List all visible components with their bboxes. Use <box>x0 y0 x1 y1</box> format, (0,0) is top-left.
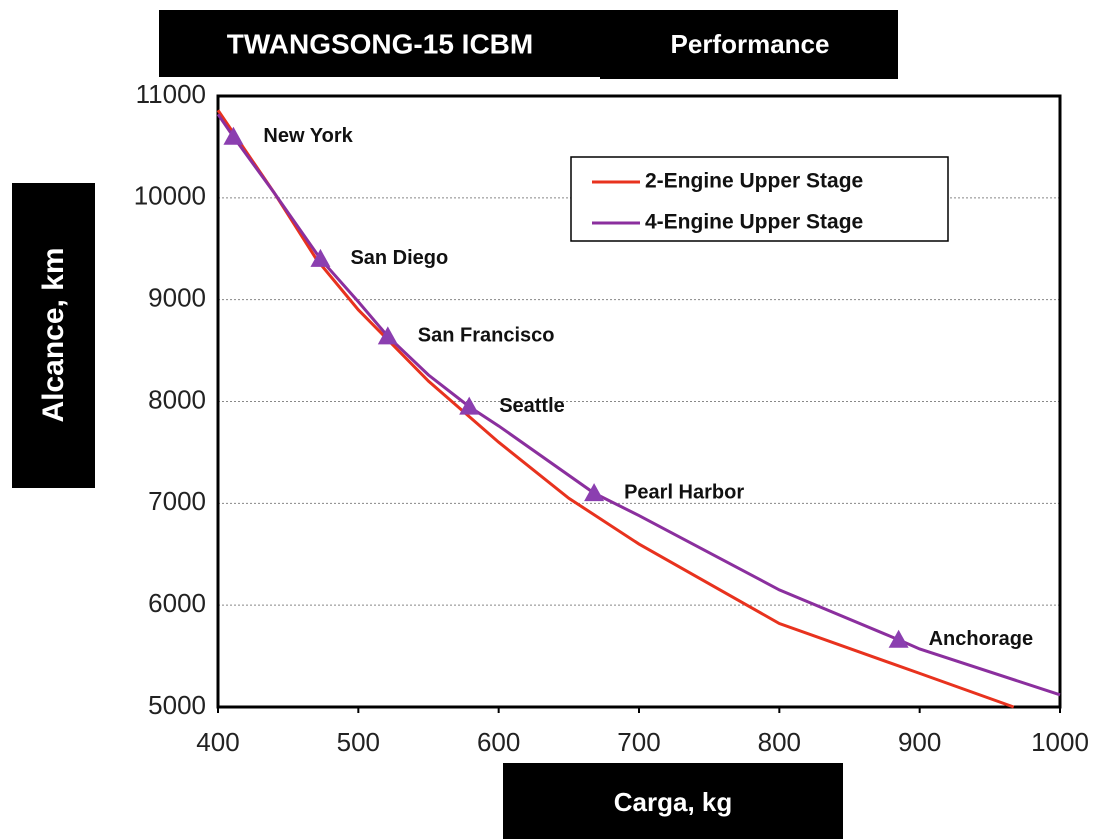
x-label-box <box>503 763 843 839</box>
subtitle-box <box>600 10 898 79</box>
x-tick-label: 800 <box>758 727 801 757</box>
city-label: Pearl Harbor <box>624 481 744 503</box>
x-tick-label: 600 <box>477 727 520 757</box>
city-marker <box>888 629 909 648</box>
chart-title: TWANGSONG-15 ICBM <box>227 28 533 59</box>
x-tick-label: 400 <box>196 727 239 757</box>
y-tick-label: 10000 <box>134 181 206 211</box>
x-tick-label: 700 <box>617 727 660 757</box>
city-label: San Diego <box>350 247 448 269</box>
x-tick-label: 900 <box>898 727 941 757</box>
x-tick-label: 500 <box>337 727 380 757</box>
city-marker <box>310 248 331 267</box>
legend-label: 2-Engine Upper Stage <box>645 170 863 193</box>
city-marker <box>377 326 398 345</box>
y-tick-label: 11000 <box>136 79 206 109</box>
x-axis-label: Carga, kg <box>614 787 733 817</box>
y-tick-label: 6000 <box>148 588 206 618</box>
y-tick-label: 7000 <box>148 486 206 516</box>
y-tick-label: 8000 <box>148 384 206 414</box>
city-marker <box>223 126 244 145</box>
city-label: San Francisco <box>418 325 555 347</box>
series-line <box>216 109 1015 709</box>
plot-frame <box>216 94 1062 709</box>
x-tick-label: 1000 <box>1031 727 1089 757</box>
y-tick-label: 9000 <box>148 283 206 313</box>
chart-subtitle: Performance <box>671 29 830 59</box>
city-label: Anchorage <box>929 628 1033 650</box>
city-label: New York <box>263 125 353 147</box>
y-axis-label: Alcance, km <box>37 247 70 422</box>
city-marker <box>584 483 605 502</box>
y-tick-label: 5000 <box>148 690 206 720</box>
y-label-box <box>12 183 95 488</box>
city-label: Seattle <box>499 395 565 417</box>
city-marker <box>459 396 480 415</box>
legend-label: 4-Engine Upper Stage <box>645 211 863 234</box>
title-box <box>159 10 601 77</box>
legend-box <box>570 156 949 242</box>
